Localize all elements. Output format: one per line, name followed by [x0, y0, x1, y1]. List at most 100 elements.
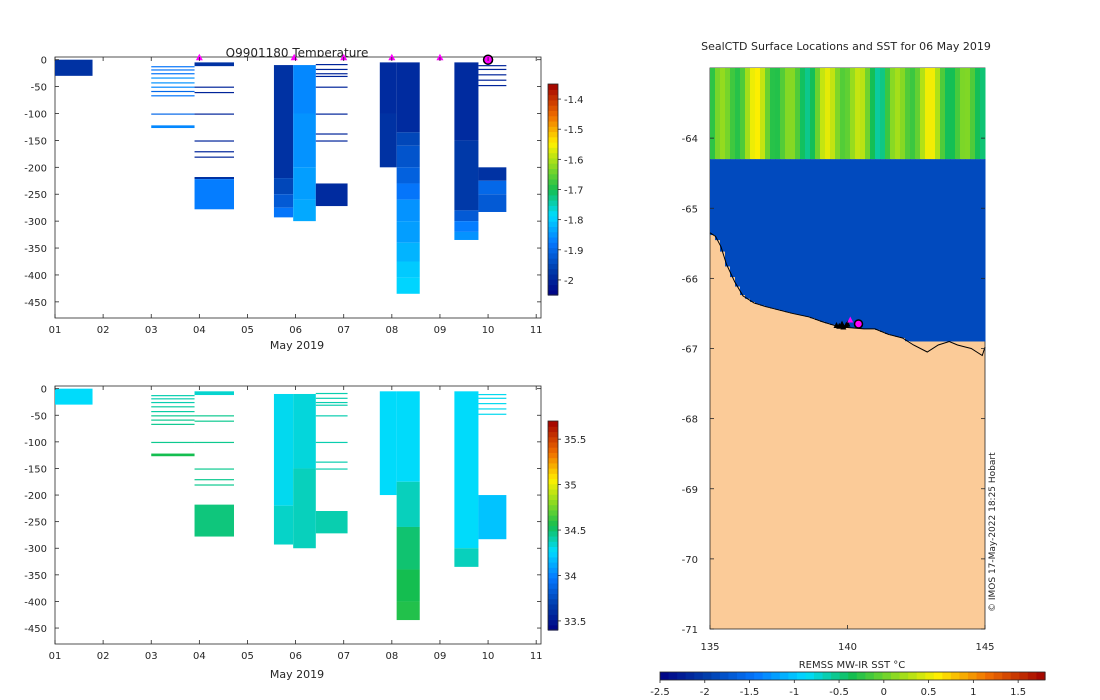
profile-cell: [151, 406, 195, 408]
x-tick-label: 07: [337, 651, 350, 662]
colorbar-segment: [548, 94, 558, 101]
profile-cell: [315, 113, 348, 115]
temperature-colorbar: -2 -1.9 -1.8 -1.7 -1.6 -1.5 -1.4: [547, 83, 584, 296]
longitude-axis: 135 140 145: [700, 625, 995, 653]
x-tick-label: 08: [385, 325, 398, 336]
sst-cell: [715, 68, 721, 160]
sst-cell: [890, 159, 896, 336]
sst-cell: [905, 68, 911, 160]
sst-field: [710, 68, 986, 342]
colorbar-segment: [548, 120, 558, 127]
lat-tick-label: -66: [682, 274, 698, 285]
sst-cell: [760, 68, 766, 160]
colorbar-segment: [548, 173, 558, 180]
profile-cell: [151, 73, 195, 75]
colorbar-segment: [548, 184, 558, 191]
colorbar-segment: [548, 499, 558, 506]
x-tick-label: 04: [193, 325, 206, 336]
y-tick-label: -50: [31, 83, 47, 94]
sst-cell: [830, 68, 836, 160]
y-tick-label: -100: [24, 438, 47, 449]
profile-cell: [396, 145, 420, 168]
colorbar-segment: [548, 242, 558, 249]
colorbar-segment: [548, 178, 558, 185]
profile-cell: [396, 132, 420, 146]
lon-tick-label: 140: [838, 642, 857, 653]
sst-cell: [825, 68, 831, 160]
colorbar-segment: [548, 194, 558, 201]
profile-cell: [396, 277, 420, 294]
sst-cell: [845, 159, 851, 328]
x-tick-label: 02: [97, 325, 110, 336]
colorbar-tick-label: -1.9: [564, 246, 584, 257]
colorbar-segment: [548, 488, 558, 495]
colorbar-segment: [548, 530, 558, 537]
profile-cell: [478, 74, 507, 76]
profile-cell: [315, 140, 348, 142]
sst-cell: [930, 159, 936, 342]
sst-cell: [980, 68, 986, 160]
sst-colorbar-segment: [762, 672, 772, 680]
sst-cell: [870, 159, 876, 329]
profile-cell: [379, 62, 397, 114]
colorbar-segment: [548, 462, 558, 469]
sst-colorbar-segment: [805, 672, 815, 680]
profile-cell: [273, 393, 294, 506]
profile-cell: [396, 183, 420, 200]
profile-cell: [273, 207, 294, 218]
sst-cell: [830, 159, 836, 325]
profile-cell: [194, 177, 235, 180]
sst-cell: [970, 159, 976, 342]
y-tick-label: -400: [24, 597, 47, 608]
sst-cell: [840, 68, 846, 160]
sst-cell: [785, 159, 791, 313]
profile-cell: [151, 411, 195, 413]
colorbar-segment: [548, 546, 558, 553]
y-tick-label: -450: [24, 298, 47, 309]
colorbar-segment: [548, 535, 558, 542]
sst-colorbar-segment: [677, 672, 687, 680]
profile-cell: [396, 167, 420, 184]
y-tick-label: 0: [41, 56, 47, 67]
sst-colorbar-segment: [873, 672, 884, 680]
colorbar-segment: [548, 598, 558, 605]
sst-colorbar-tick-label: 1.5: [1010, 687, 1026, 698]
y-tick-label: -300: [24, 544, 47, 555]
profile-cell: [293, 167, 316, 200]
lat-tick-label: -70: [682, 555, 698, 566]
sst-cell: [885, 68, 891, 160]
x-tick-label: 09: [434, 325, 447, 336]
colorbar-segment: [548, 551, 558, 558]
sst-cell: [970, 68, 976, 160]
sst-cell: [820, 68, 826, 160]
sst-cell: [740, 159, 746, 296]
sst-colorbar-segment: [891, 672, 901, 680]
profile-cell: [194, 468, 235, 470]
profile-cell: [151, 423, 195, 425]
sst-colorbar-segment: [711, 672, 721, 680]
sst-cell: [750, 159, 756, 302]
profile-cell: [478, 79, 507, 81]
sst-cell: [840, 159, 846, 327]
colorbar-segment: [548, 268, 558, 275]
profile-cell: [478, 84, 507, 87]
sst-cell: [950, 68, 956, 160]
sst-cell: [955, 68, 961, 160]
sst-cell: [875, 159, 881, 330]
sst-cell: [915, 159, 921, 342]
profile-cell: [315, 441, 348, 444]
x-tick-label: 10: [482, 325, 495, 336]
colorbar-segment: [548, 468, 558, 474]
profile-cell: [194, 441, 235, 444]
x-tick-label: 06: [289, 651, 302, 662]
profile-cell: [151, 113, 195, 115]
profile-cell: [194, 415, 235, 417]
x-tick-label: 06: [289, 325, 302, 336]
sst-colorbar-segment: [950, 672, 961, 680]
sst-colorbar-tick-label: 0: [881, 687, 887, 698]
sst-cell: [870, 68, 876, 160]
sst-colorbar-frame: [659, 671, 1046, 681]
sst-cell: [725, 68, 731, 160]
seal-latest: [847, 316, 854, 323]
colorbar-segment: [548, 142, 558, 148]
